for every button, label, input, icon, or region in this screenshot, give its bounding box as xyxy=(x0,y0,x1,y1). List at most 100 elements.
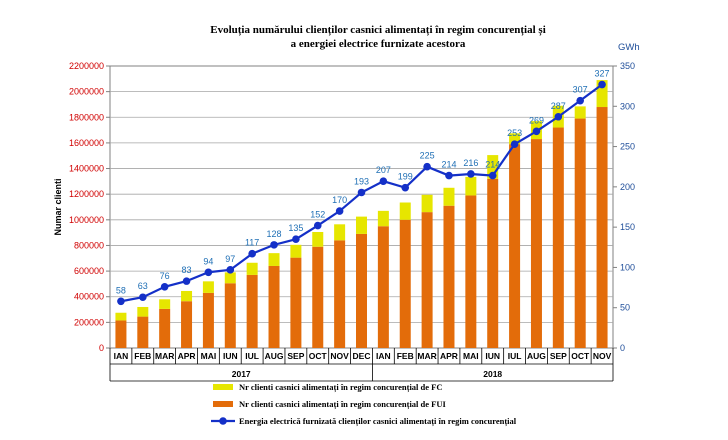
series-point xyxy=(445,171,453,180)
bar-fc xyxy=(312,231,324,247)
bar-fc xyxy=(224,272,236,284)
legend: Nr clienti casnici alimentați în regim c… xyxy=(211,382,517,426)
legend-marker xyxy=(219,417,227,425)
series-point xyxy=(270,241,278,249)
data-label: 214 xyxy=(441,160,456,170)
bar-fc xyxy=(421,194,433,213)
bar-fc xyxy=(377,210,389,227)
year-label: 2017 xyxy=(232,369,251,379)
series-point xyxy=(357,188,366,197)
bar-fui xyxy=(574,118,586,349)
data-label: 117 xyxy=(245,238,259,248)
x-tick-label: DEC xyxy=(353,351,371,361)
bar-fui xyxy=(115,320,127,348)
bar-fc xyxy=(574,106,586,119)
series-point xyxy=(510,140,519,148)
bar-fc xyxy=(596,80,608,108)
legend-label: Nr clienti casnici alimentați în regim c… xyxy=(239,399,447,409)
x-tick-label: APR xyxy=(440,351,458,361)
bar-fc xyxy=(356,216,367,234)
x-tick-label: AUG xyxy=(265,351,284,361)
series-point xyxy=(423,162,431,171)
bar-fc xyxy=(399,202,411,220)
bar-fui xyxy=(399,219,411,348)
data-label: 135 xyxy=(288,223,303,233)
series-point xyxy=(554,112,563,121)
bar-fc xyxy=(246,262,258,275)
series-point xyxy=(598,80,606,89)
chart-title-line-2: a energiei electrice furnizate acestora xyxy=(291,38,466,50)
x-tick-label: MAR xyxy=(155,351,174,361)
data-label: 76 xyxy=(160,271,170,281)
legend-swatch xyxy=(213,384,233,390)
data-label: 287 xyxy=(551,101,566,111)
bar-fc xyxy=(443,187,455,206)
series-point xyxy=(248,249,256,258)
y2-tick-label: 250 xyxy=(620,142,635,152)
bar-fui xyxy=(181,301,193,348)
bar-fui xyxy=(312,246,324,348)
bar-fui xyxy=(290,257,302,348)
data-label: 58 xyxy=(116,285,126,295)
bar-fui xyxy=(334,240,346,348)
series-point xyxy=(117,297,125,306)
bar-fui xyxy=(159,308,171,348)
y-tick-label: 600000 xyxy=(74,266,104,276)
data-label: 216 xyxy=(463,158,478,168)
series-point xyxy=(160,282,169,291)
bar-fui xyxy=(421,212,433,348)
bar-fui xyxy=(443,205,455,348)
bar-fui xyxy=(509,144,521,348)
data-label: 152 xyxy=(310,210,325,220)
data-label: 269 xyxy=(529,115,544,125)
x-tick-label: SEP xyxy=(287,351,304,361)
y-tick-label: 1000000 xyxy=(69,215,104,225)
y-tick-label: 1600000 xyxy=(69,138,104,148)
bar-fc xyxy=(465,176,477,196)
bar-fc xyxy=(115,312,127,321)
data-label: 63 xyxy=(138,281,148,291)
bar-fc xyxy=(487,155,499,179)
data-label: 97 xyxy=(225,254,235,264)
data-label: 327 xyxy=(595,69,610,79)
x-tick-label: IUL xyxy=(508,351,522,361)
x-tick-label: IUN xyxy=(223,351,238,361)
series-point xyxy=(532,127,541,136)
y-tick-label: 400000 xyxy=(74,292,104,302)
data-label: 83 xyxy=(182,265,192,275)
legend-label: Nr clienti casnici alimentați în regim c… xyxy=(239,382,443,392)
y2-tick-label: 50 xyxy=(620,303,630,313)
bar-fui xyxy=(246,274,258,348)
series-point xyxy=(292,235,300,244)
series-point xyxy=(467,170,475,178)
bar-fui xyxy=(268,265,280,348)
y2-tick-label: 350 xyxy=(620,61,635,71)
bar-fui xyxy=(377,226,389,348)
bar-fc xyxy=(181,290,193,302)
y-tick-label: 2200000 xyxy=(69,61,104,71)
y2-tick-label: 300 xyxy=(620,101,635,111)
series-point xyxy=(204,268,213,277)
x-tick-label: FEB xyxy=(134,351,151,361)
series-point xyxy=(401,183,410,192)
y-tick-label: 800000 xyxy=(74,240,104,250)
bar-fc xyxy=(509,133,521,145)
series-point xyxy=(182,277,191,285)
bar-fui xyxy=(202,292,214,348)
data-label: 253 xyxy=(507,128,522,138)
bar-fui xyxy=(596,107,608,348)
data-label: 199 xyxy=(398,172,413,182)
y-tick-label: 0 xyxy=(99,343,104,353)
bar-fc xyxy=(268,253,280,266)
bar-marks xyxy=(115,80,608,349)
series-point xyxy=(226,266,235,274)
series-point xyxy=(576,96,584,105)
series-point xyxy=(335,207,344,215)
y-tick-label: 1400000 xyxy=(69,164,104,174)
data-label: 225 xyxy=(420,151,435,161)
x-tick-label: FEB xyxy=(397,351,414,361)
x-tick-label: IAN xyxy=(376,351,391,361)
y2-tick-label: 200 xyxy=(620,182,635,192)
x-tick-label: NOV xyxy=(330,351,349,361)
